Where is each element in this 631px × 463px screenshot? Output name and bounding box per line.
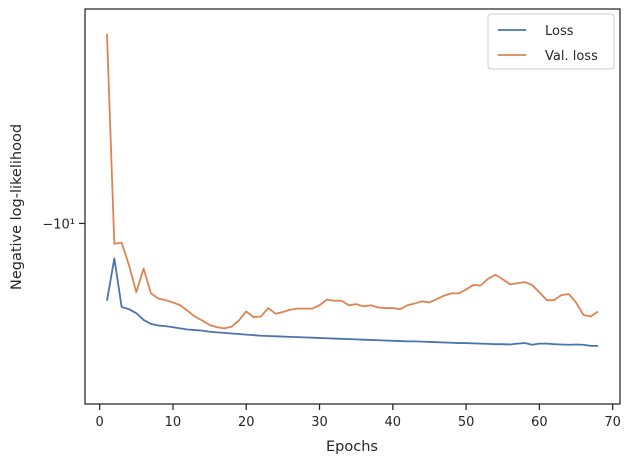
series-line-val-loss xyxy=(106,33,599,330)
plot-frame xyxy=(84,8,621,405)
x-tick-label: 50 xyxy=(458,415,475,430)
series-layer xyxy=(106,33,599,347)
x-axis-label: Epochs xyxy=(326,439,378,455)
legend: Loss Val. loss xyxy=(487,13,615,70)
x-tick-label: 30 xyxy=(311,415,328,430)
x-tick-label: 10 xyxy=(165,415,182,430)
series-line-loss xyxy=(106,257,599,347)
legend-label-loss: Loss xyxy=(545,24,574,39)
y-axis-label: Negative log-likelihood xyxy=(9,124,25,290)
y-axis-ticks: −10¹ xyxy=(42,217,85,232)
x-tick-label: 40 xyxy=(385,415,402,430)
x-axis-ticks: 0 10 20 30 40 50 60 70 xyxy=(96,404,621,430)
x-tick-label: 70 xyxy=(604,415,621,430)
y-tick-label: −10¹ xyxy=(42,217,75,232)
plot-area xyxy=(85,9,620,404)
x-tick-label: 60 xyxy=(531,415,548,430)
x-tick-label: 20 xyxy=(238,415,255,430)
legend-label-val-loss: Val. loss xyxy=(545,49,598,64)
x-tick-label: 0 xyxy=(96,415,104,430)
